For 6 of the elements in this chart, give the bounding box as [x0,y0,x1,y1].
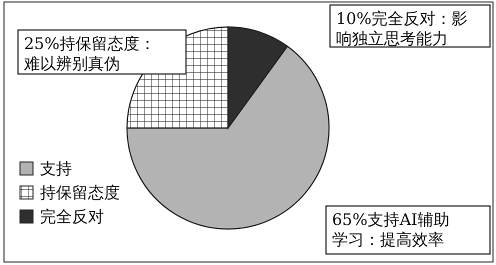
legend-label: 持保留态度 [40,183,120,202]
text: 10%完全反对：影响独立思考能力 [336,9,468,48]
text: 65%支持AI辅助学习：提高效率 [332,210,450,249]
text: 25%持保留态度：难以辨别真伪 [23,34,156,73]
legend-label: 完全反对 [40,207,104,226]
legend-label: 支持 [40,159,72,178]
